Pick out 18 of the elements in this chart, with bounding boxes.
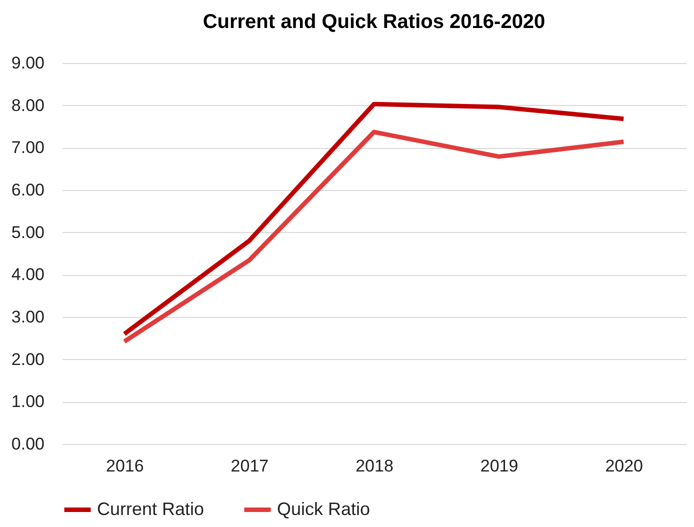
y-tick-label: 6.00 xyxy=(11,180,44,200)
x-tick-label: 2016 xyxy=(106,456,144,476)
y-tick-label: 8.00 xyxy=(11,96,44,115)
x-tick-label: 2017 xyxy=(230,456,269,476)
x-tick-label: 2018 xyxy=(356,456,394,476)
y-tick-label: 9.00 xyxy=(11,54,44,72)
x-tick-label: 2020 xyxy=(605,456,644,476)
y-tick-label: 4.00 xyxy=(11,265,44,284)
chart-title: Current and Quick Ratios 2016-2020 xyxy=(202,11,546,33)
y-tick-label: 3.00 xyxy=(11,308,44,326)
y-tick-label: 5.00 xyxy=(11,222,44,242)
legend-label: Quick Ratio xyxy=(277,498,370,519)
x-tick-label: 2019 xyxy=(480,456,518,476)
y-tick-label: 1.00 xyxy=(11,392,44,412)
y-tick-label: 2.00 xyxy=(11,350,44,369)
legend-label: Current Ratio xyxy=(97,498,204,519)
y-tick-label: 7.00 xyxy=(11,138,44,158)
y-tick-label: 0.00 xyxy=(11,434,44,454)
